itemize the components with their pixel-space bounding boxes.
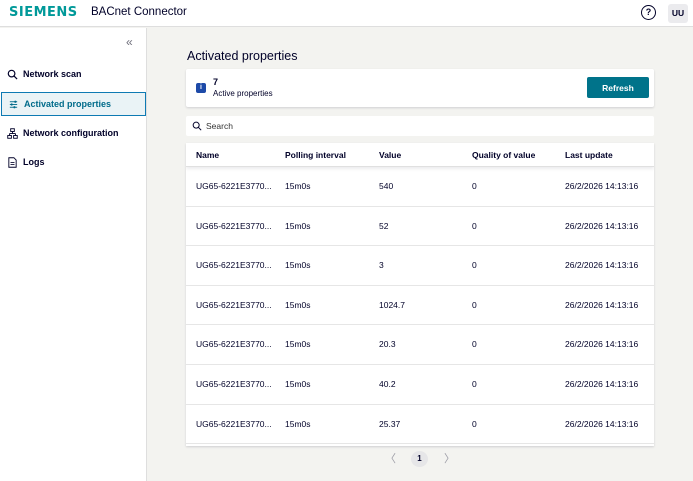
sidebar-item-label: Network configuration	[23, 128, 119, 138]
cell-quality: 0	[472, 418, 477, 429]
sidebar-item-label: Network scan	[23, 69, 82, 79]
table-row[interactable]: UG65-6221E3770... 15m0s 1024.7 0 26/2/20…	[186, 286, 654, 326]
cell-polling-interval: 15m0s	[285, 181, 311, 191]
next-page-icon[interactable]: 〉	[444, 453, 455, 465]
table-row[interactable]: UG65-6221E3770... 15m0s 52 0 26/2/2026 1…	[186, 207, 654, 247]
cell-last-update: 26/2/2026 14:13:16	[565, 220, 639, 231]
cell-quality: 0	[472, 299, 477, 310]
table-row[interactable]: UG65-6221E3770... 15m0s 25.37 0 26/2/202…	[186, 405, 654, 445]
cell-polling-interval: 15m0s	[285, 260, 311, 271]
app-title: BACnet Connector	[91, 6, 187, 18]
cell-value: 40.2	[379, 378, 396, 389]
top-bar: SIEMENS BACnet Connector ? UU	[0, 0, 693, 27]
active-properties-count: 7	[213, 77, 219, 87]
search-icon	[192, 121, 202, 131]
sidebar-item-network-scan[interactable]: Network scan	[0, 62, 147, 86]
search-input[interactable]	[206, 121, 606, 131]
cell-last-update: 26/2/2026 14:13:16	[565, 260, 639, 271]
column-header-name[interactable]: Name	[196, 150, 220, 160]
cell-last-update: 26/2/2026 14:13:16	[565, 181, 639, 191]
tune-icon	[9, 100, 18, 108]
cell-quality: 0	[472, 378, 477, 389]
sidebar-item-activated-properties[interactable]: Activated properties	[1, 92, 146, 116]
sidebar-item-label: Activated properties	[24, 99, 112, 109]
cell-name: UG65-6221E3770...	[196, 339, 272, 350]
cell-value: 25.37	[379, 418, 401, 429]
cell-name: UG65-6221E3770...	[196, 378, 272, 389]
cell-polling-interval: 15m0s	[285, 378, 311, 389]
cell-polling-interval: 15m0s	[285, 220, 311, 231]
properties-table: Name Polling interval Value Quality of v…	[186, 143, 654, 446]
column-header-last-update[interactable]: Last update	[565, 150, 613, 160]
cell-polling-interval: 15m0s	[285, 299, 311, 310]
page-title: Activated properties	[187, 49, 298, 63]
cell-name: UG65-6221E3770...	[196, 299, 272, 310]
active-properties-card: i 7 Active properties Refresh	[186, 69, 654, 107]
refresh-button[interactable]: Refresh	[587, 77, 649, 98]
table-row[interactable]: UG65-6221E3770... 15m0s 20.3 0 26/2/2026…	[186, 325, 654, 365]
page-number-current[interactable]: 1	[411, 451, 428, 467]
cell-value: 3	[379, 260, 384, 271]
cell-name: UG65-6221E3770...	[196, 260, 272, 271]
siemens-logo: SIEMENS	[9, 5, 78, 20]
collapse-sidebar-icon[interactable]: «	[126, 35, 133, 49]
cell-polling-interval: 15m0s	[285, 339, 311, 350]
search-box[interactable]	[186, 116, 654, 136]
table-row[interactable]: UG65-6221E3770... 15m0s 40.2 0 26/2/2026…	[186, 365, 654, 405]
sidebar-item-label: Logs	[23, 157, 45, 167]
cell-value: 52	[379, 220, 389, 231]
column-header-polling-interval[interactable]: Polling interval	[285, 150, 346, 160]
cell-quality: 0	[472, 260, 477, 271]
active-properties-label: Active properties	[213, 89, 273, 98]
document-icon	[8, 156, 17, 168]
user-avatar[interactable]: UU	[668, 4, 688, 23]
help-icon[interactable]: ?	[641, 5, 656, 20]
table-row[interactable]: UG65-6221E3770... 15m0s 3 0 26/2/2026 14…	[186, 246, 654, 286]
table-row[interactable]: UG65-6221E3770... 15m0s 540 0 26/2/2026 …	[186, 167, 654, 207]
cell-value: 20.3	[379, 339, 396, 350]
cell-polling-interval: 15m0s	[285, 418, 311, 429]
cell-value: 540	[379, 181, 394, 191]
cell-last-update: 26/2/2026 14:13:16	[565, 418, 639, 429]
cell-quality: 0	[472, 339, 477, 350]
cell-name: UG65-6221E3770...	[196, 418, 272, 429]
column-header-value[interactable]: Value	[379, 150, 402, 160]
table-header: Name Polling interval Value Quality of v…	[186, 143, 654, 167]
cell-value: 1024.7	[379, 299, 405, 310]
column-header-quality[interactable]: Quality of value	[472, 150, 536, 160]
cell-quality: 0	[472, 181, 477, 191]
network-icon	[7, 127, 18, 139]
cell-quality: 0	[472, 220, 477, 231]
cell-name: UG65-6221E3770...	[196, 181, 272, 191]
cell-name: UG65-6221E3770...	[196, 220, 272, 231]
pagination: 〈 1 〉	[385, 451, 455, 467]
sidebar: « Network scan Activated properties	[0, 28, 147, 481]
sidebar-item-network-configuration[interactable]: Network configuration	[0, 121, 147, 145]
info-icon: i	[196, 83, 206, 93]
previous-page-icon[interactable]: 〈	[385, 453, 396, 465]
cell-last-update: 26/2/2026 14:13:16	[565, 299, 639, 310]
sidebar-item-logs[interactable]: Logs	[0, 150, 147, 174]
cell-last-update: 26/2/2026 14:13:16	[565, 339, 639, 350]
cell-last-update: 26/2/2026 14:13:16	[565, 378, 639, 389]
search-icon	[7, 69, 18, 80]
